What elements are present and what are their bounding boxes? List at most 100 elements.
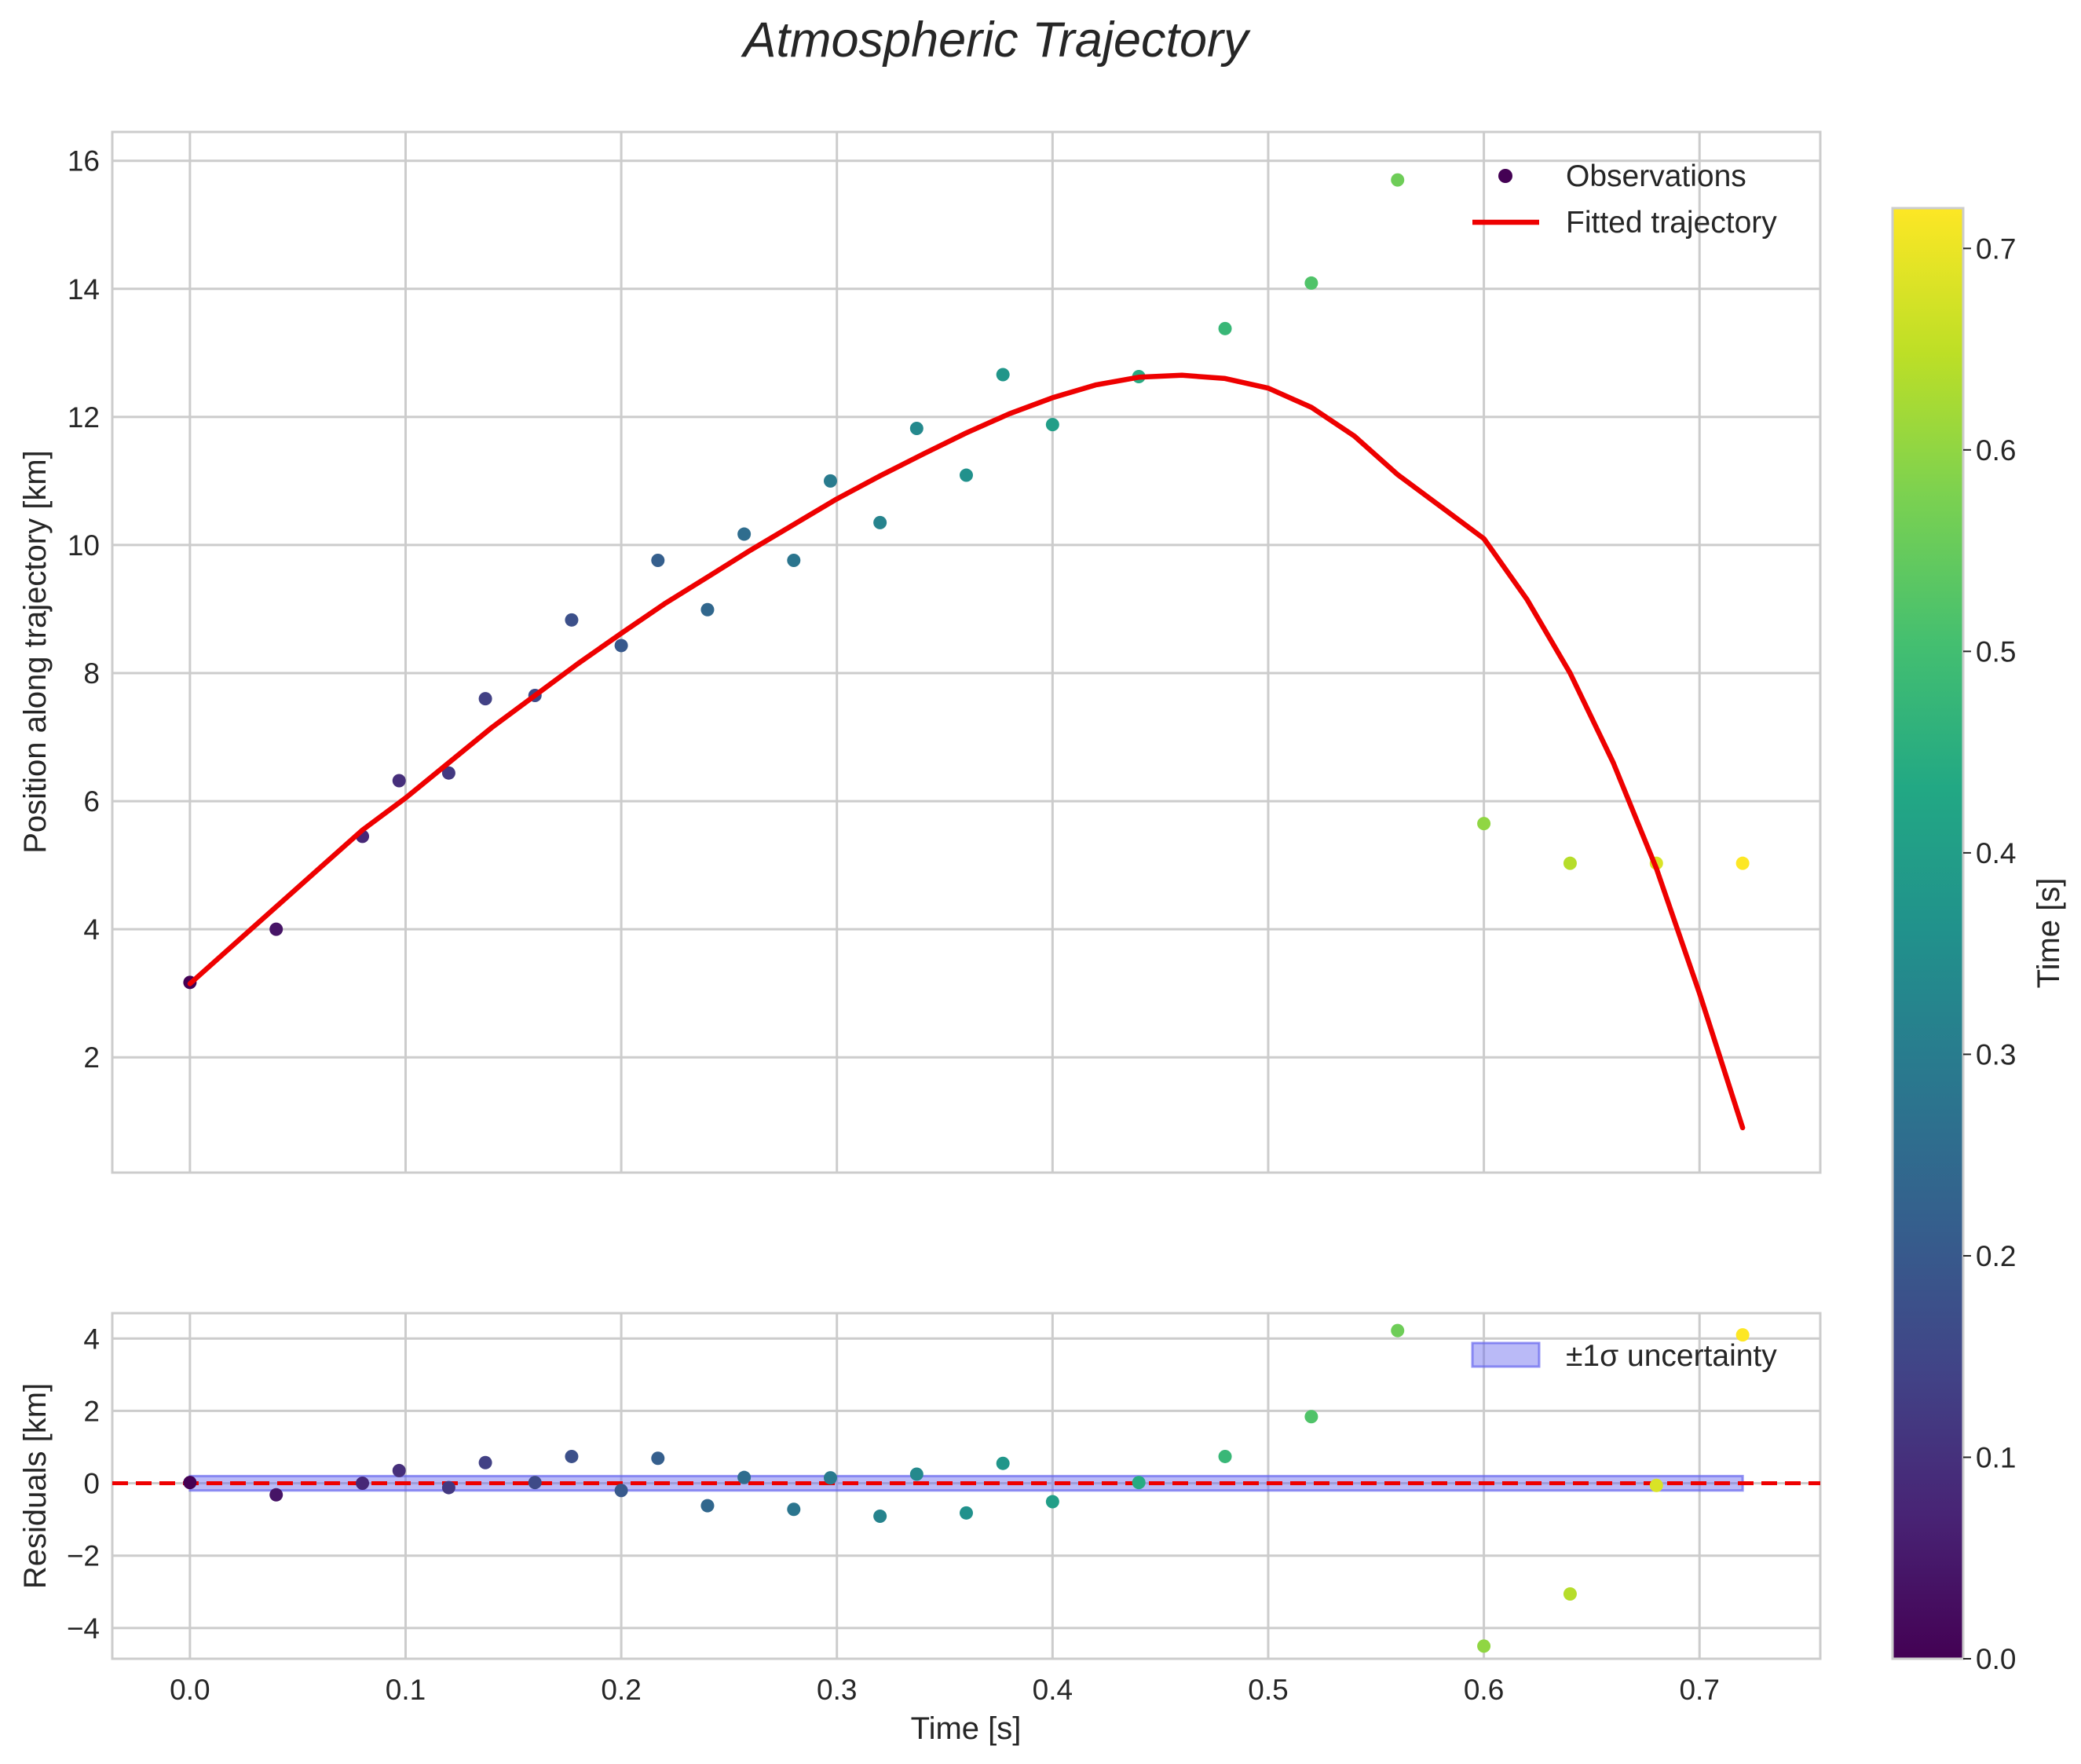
- colorbar-tick-label: 0.0: [1976, 1643, 2016, 1675]
- residuals-plot-area: [111, 1312, 1822, 1660]
- residuals-y-tick-label: 0: [83, 1468, 100, 1500]
- residual-point: [441, 1480, 455, 1495]
- residuals-y-tick-label: 2: [83, 1395, 100, 1427]
- observation-point: [996, 368, 1010, 382]
- residuals-y-tick-label: −2: [67, 1540, 100, 1572]
- x-tick-label: 0.2: [601, 1674, 641, 1706]
- main-panel: 2 4 6 8 10 12 14 16 Position along trajectory […: [18, 130, 1822, 1174]
- residual-point: [1391, 1323, 1405, 1338]
- residual-point: [356, 1477, 370, 1491]
- observation-point: [960, 468, 973, 482]
- main-y-tick-label: 2: [83, 1041, 100, 1074]
- colorbar-tick-label: 0.3: [1976, 1038, 2016, 1070]
- main-legend: Observations Fitted trajectory: [1472, 159, 1777, 240]
- fitted-trajectory-line: [187, 372, 1746, 1131]
- observation-point: [1045, 418, 1059, 432]
- main-y-tick-label: 4: [83, 913, 100, 946]
- residual-point: [823, 1471, 837, 1485]
- observation-point: [787, 553, 801, 567]
- residual-point: [1735, 1328, 1750, 1342]
- colorbar-tick-label: 0.6: [1976, 434, 2016, 467]
- main-gridlines: [112, 132, 1820, 1173]
- observation-point: [909, 422, 923, 436]
- legend-observations-marker: [1498, 169, 1512, 183]
- residual-point: [1132, 1476, 1146, 1490]
- main-y-tick-label: 14: [68, 273, 100, 306]
- x-tick-label: 0.3: [817, 1674, 857, 1706]
- observation-point: [1391, 173, 1405, 187]
- legend-uncertainty-label: ±1σ uncertainty: [1566, 1339, 1777, 1373]
- residual-point: [960, 1506, 973, 1520]
- residuals-y-tick-label: −4: [67, 1612, 100, 1645]
- main-y-tick-labels: 2 4 6 8 10 12 14 16: [68, 145, 100, 1074]
- residual-point: [478, 1455, 492, 1469]
- main-y-tick-label: 16: [68, 145, 100, 177]
- main-y-axis-label: Position along trajectory [km]: [18, 450, 53, 854]
- x-tick-label: 0.5: [1248, 1674, 1288, 1706]
- legend-observations-label: Observations: [1566, 159, 1746, 193]
- x-axis-label: Time [s]: [911, 1711, 1022, 1746]
- residuals-panel: −4 −2 0 2 4 0.0 0.1 0.2 0.3 0.4 0.5 0.6 0.7 Residua…: [18, 1312, 1822, 1746]
- colorbar-tick-label: 0.2: [1976, 1240, 2016, 1272]
- observation-point: [1563, 856, 1577, 870]
- residual-point: [392, 1463, 406, 1477]
- observation-point: [651, 553, 665, 567]
- residual-point: [1563, 1587, 1577, 1601]
- legend-fit-label: Fitted trajectory: [1566, 206, 1777, 240]
- residuals-y-tick-labels: −4 −2 0 2 4: [67, 1323, 100, 1645]
- observation-point: [392, 774, 406, 788]
- residual-point: [614, 1484, 628, 1498]
- residual-point: [269, 1488, 283, 1502]
- residuals-x-tick-labels: 0.0 0.1 0.2 0.3 0.4 0.5 0.6 0.7: [170, 1674, 1720, 1706]
- main-y-tick-label: 12: [68, 401, 100, 434]
- residual-point: [565, 1449, 579, 1463]
- colorbar-tick-label: 0.5: [1976, 635, 2016, 668]
- residual-point: [700, 1499, 715, 1513]
- x-tick-label: 0.0: [170, 1674, 210, 1706]
- residual-point: [787, 1502, 801, 1517]
- observation-point: [700, 602, 715, 617]
- observation-point: [441, 766, 455, 780]
- observation-points: [183, 173, 1750, 990]
- residual-point: [651, 1451, 665, 1466]
- observation-point: [873, 515, 887, 529]
- residual-point: [528, 1476, 542, 1490]
- residual-point: [1045, 1495, 1059, 1509]
- observation-point: [823, 474, 837, 488]
- residuals-y-axis-label: Residuals [km]: [18, 1383, 53, 1589]
- residual-point: [183, 1476, 197, 1490]
- observation-point: [737, 527, 752, 541]
- observation-point: [269, 922, 283, 936]
- chart-title: Atmospheric Trajectory: [740, 13, 1251, 68]
- colorbar-tick-label: 0.7: [1976, 232, 2016, 265]
- colorbar-label: Time [s]: [2032, 878, 2066, 989]
- residual-point: [909, 1467, 923, 1481]
- main-plot-area: [111, 130, 1822, 1174]
- colorbar-gradient: [1891, 207, 1965, 1660]
- observation-point: [1477, 817, 1491, 831]
- observation-point: [1218, 321, 1232, 335]
- x-tick-label: 0.7: [1679, 1674, 1719, 1706]
- main-y-tick-label: 8: [83, 657, 100, 690]
- colorbar-tick-label: 0.4: [1976, 837, 2016, 869]
- observation-point: [614, 639, 628, 653]
- residual-point: [1218, 1449, 1232, 1463]
- residual-point: [1304, 1410, 1318, 1424]
- colorbar: 0.0 0.1 0.2 0.3 0.4 0.5 0.6 0.7 Time [s]: [1891, 207, 2066, 1675]
- residuals-legend: ±1σ uncertainty: [1471, 1339, 1777, 1373]
- main-y-tick-label: 10: [68, 529, 100, 562]
- residual-points: [183, 1323, 1750, 1653]
- colorbar-tick-labels: 0.0 0.1 0.2 0.3 0.4 0.5 0.6 0.7: [1963, 232, 2016, 1675]
- residual-point: [737, 1470, 752, 1484]
- residual-point: [1649, 1478, 1663, 1492]
- legend-uncertainty-swatch: [1471, 1341, 1541, 1368]
- residual-point: [996, 1456, 1010, 1470]
- x-tick-label: 0.4: [1033, 1674, 1073, 1706]
- residuals-y-tick-label: 4: [83, 1323, 100, 1355]
- residual-point: [873, 1509, 887, 1523]
- colorbar-tick-label: 0.1: [1976, 1441, 2016, 1473]
- residual-point: [1477, 1639, 1491, 1653]
- x-tick-label: 0.6: [1464, 1674, 1504, 1706]
- main-y-tick-label: 6: [83, 785, 100, 818]
